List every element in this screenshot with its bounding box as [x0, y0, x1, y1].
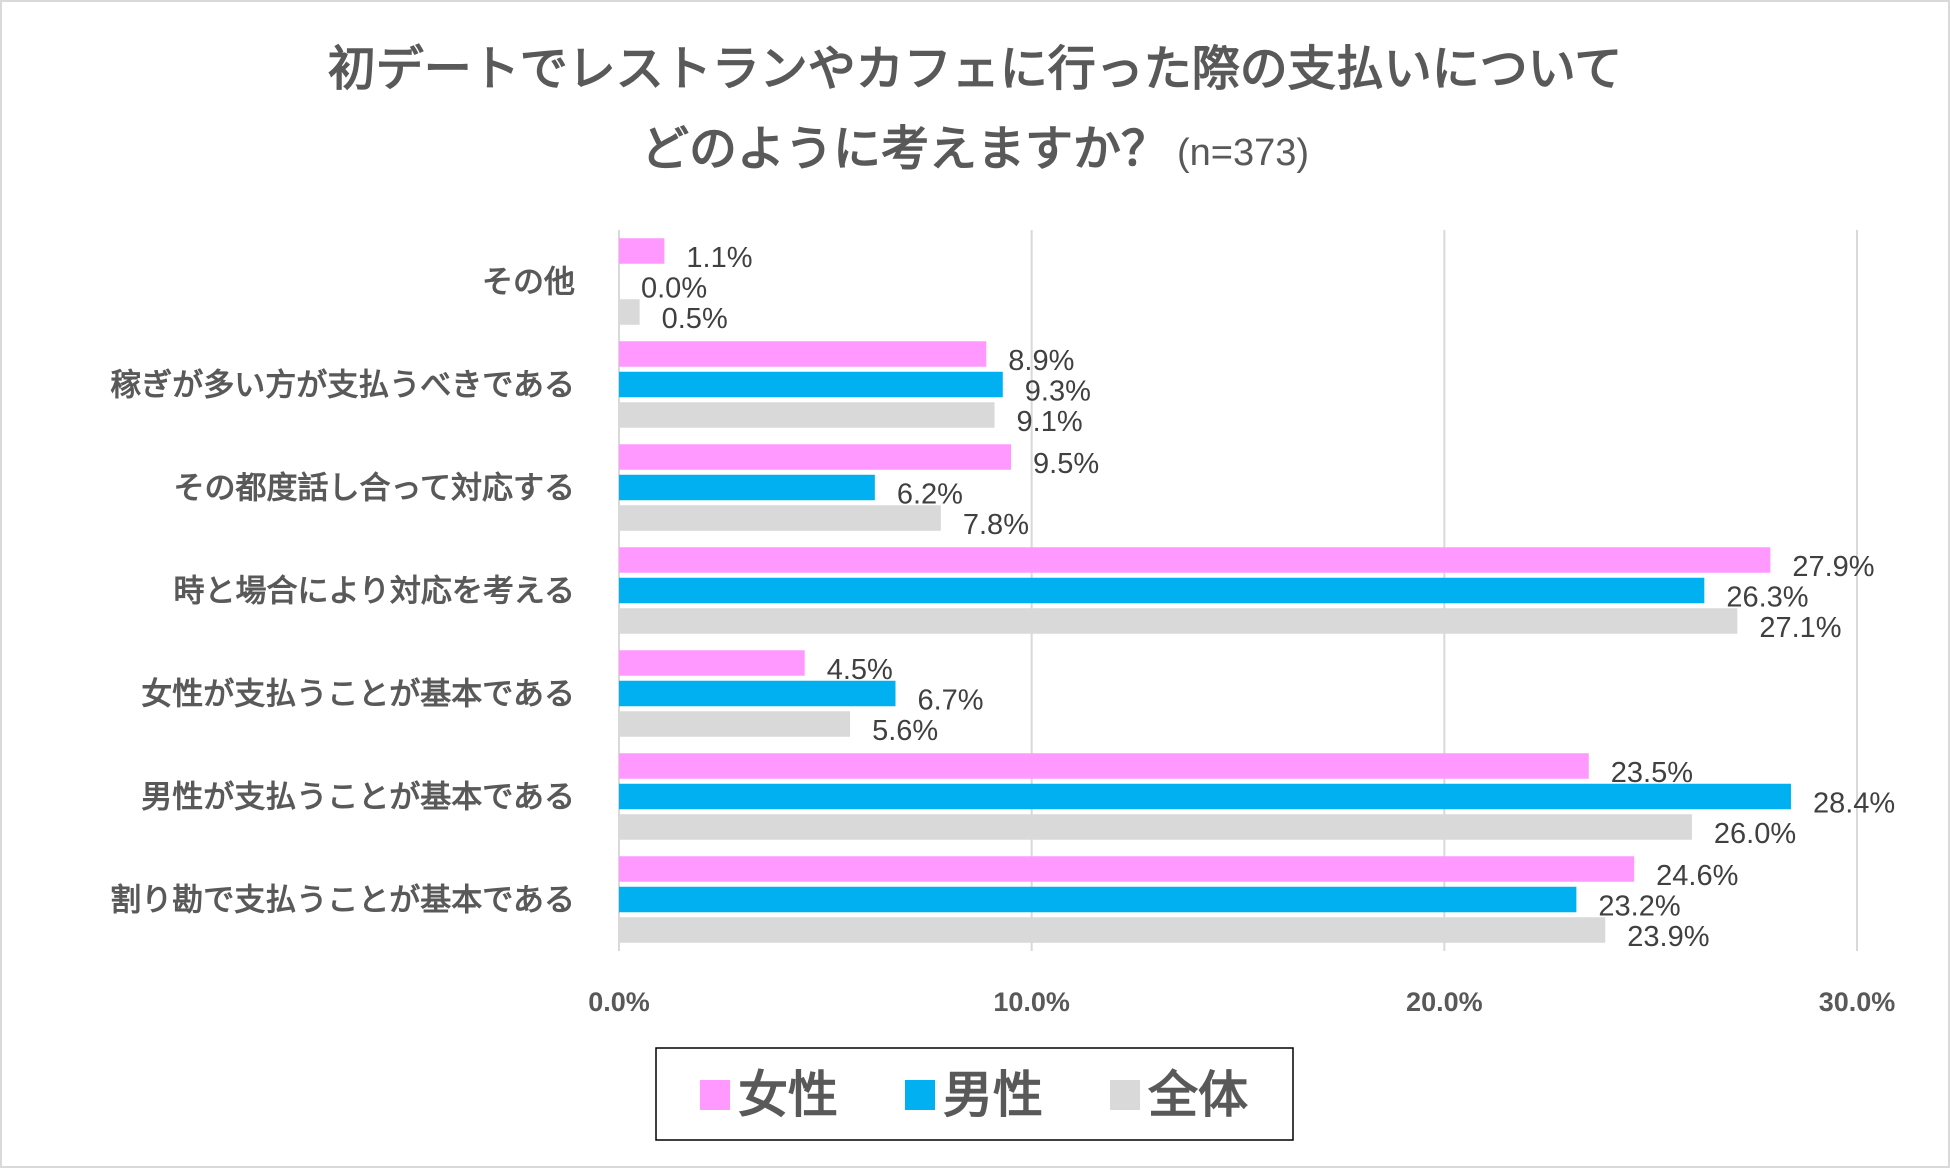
- data-label: 24.6%: [1656, 860, 1738, 892]
- data-label: 4.5%: [827, 654, 893, 686]
- data-label: 6.2%: [897, 478, 963, 510]
- category-label: その都度話し合って対応する: [174, 471, 575, 507]
- data-label: 23.9%: [1627, 921, 1709, 953]
- bar-男性: [619, 371, 1003, 398]
- chart-title-line2: どのように考えますか？ (n=373): [641, 121, 1309, 177]
- bar-全体: [619, 917, 1606, 943]
- legend-swatch: [700, 1080, 730, 1110]
- data-label: 26.0%: [1714, 818, 1796, 850]
- category-label: 時と場合により対応を考える: [174, 574, 575, 610]
- data-label: 9.1%: [1017, 406, 1083, 438]
- sample-size-note: (n=373): [1177, 132, 1309, 174]
- bar-全体: [619, 505, 941, 531]
- legend-label: 全体: [1147, 1066, 1248, 1124]
- data-label: 1.1%: [686, 242, 752, 274]
- bar-女性: [619, 856, 1635, 882]
- bar-男性: [619, 680, 896, 707]
- bar-女性: [619, 650, 805, 676]
- data-label: 8.9%: [1008, 345, 1074, 377]
- data-label: 27.1%: [1759, 612, 1841, 644]
- bar-男性: [619, 783, 1791, 810]
- legend-label: 男性: [943, 1066, 1043, 1124]
- category-label: 女性が支払うことが基本である: [141, 677, 575, 713]
- bar-全体: [619, 402, 995, 428]
- x-tick-label: 10.0%: [993, 987, 1070, 1017]
- data-label: 9.5%: [1033, 448, 1099, 480]
- bar-女性: [619, 238, 665, 264]
- legend: [655, 1047, 1294, 1141]
- data-label: 7.8%: [963, 509, 1029, 541]
- data-label: 23.5%: [1611, 757, 1693, 789]
- legend-swatch: [1110, 1080, 1140, 1110]
- data-label: 0.5%: [662, 303, 728, 335]
- legend-label: 女性: [738, 1066, 838, 1124]
- data-label: 23.2%: [1598, 890, 1680, 922]
- data-label: 0.0%: [641, 272, 707, 304]
- category-label: その他: [482, 265, 575, 301]
- bar-全体: [619, 608, 1738, 634]
- bar-女性: [619, 753, 1589, 779]
- bar-女性: [619, 444, 1012, 470]
- data-label: 26.3%: [1726, 581, 1808, 613]
- bar-男性: [619, 886, 1577, 913]
- bar-全体: [619, 814, 1692, 840]
- legend-swatch: [905, 1080, 935, 1110]
- data-label: 27.9%: [1792, 551, 1874, 583]
- data-label: 9.3%: [1025, 375, 1091, 407]
- bar-男性: [619, 474, 875, 501]
- chart-title-question: どのように考えますか？: [641, 121, 1169, 177]
- category-label: 男性が支払うことが基本である: [141, 780, 575, 816]
- data-label: 6.7%: [917, 684, 983, 716]
- bar-男性: [619, 577, 1705, 604]
- category-label: 割り勘で支払うことが基本である: [110, 883, 575, 919]
- bar-女性: [619, 341, 987, 367]
- x-tick-label: 20.0%: [1406, 987, 1483, 1017]
- chart-title-line1: 初デートでレストランやカフェに行った際の支払いについて: [328, 41, 1623, 97]
- bar-全体: [619, 299, 640, 325]
- x-tick-label: 30.0%: [1819, 987, 1896, 1017]
- data-label: 5.6%: [872, 715, 938, 747]
- bar-女性: [619, 547, 1771, 573]
- bar-全体: [619, 711, 851, 737]
- x-tick-label: 0.0%: [588, 987, 650, 1017]
- category-label: 稼ぎが多い方が支払うべきである: [110, 368, 575, 404]
- data-label: 28.4%: [1813, 787, 1895, 819]
